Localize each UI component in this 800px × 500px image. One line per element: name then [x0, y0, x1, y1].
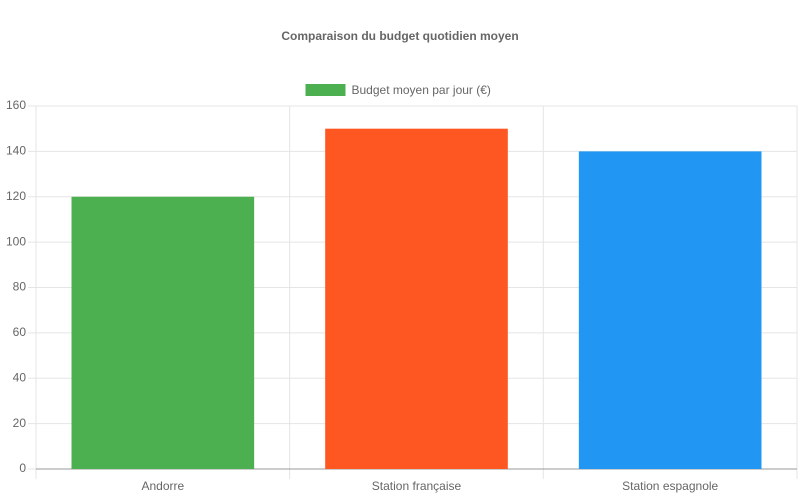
- y-tick-label: 120: [6, 189, 26, 203]
- y-tick-label: 80: [13, 280, 27, 294]
- y-tick-label: 0: [19, 461, 26, 475]
- bar: [578, 151, 762, 469]
- y-tick-label: 140: [6, 144, 26, 158]
- legend-swatch: [305, 84, 346, 96]
- bar: [325, 128, 508, 469]
- chart-title: Comparaison du budget quotidien moyen: [281, 29, 518, 43]
- x-tick-label: Station française: [372, 479, 462, 493]
- y-tick-label: 60: [13, 325, 27, 339]
- x-tick-label: Andorre: [141, 479, 184, 493]
- bar: [71, 196, 255, 469]
- y-tick-label: 100: [6, 234, 26, 248]
- legend-label: Budget moyen par jour (€): [352, 83, 491, 97]
- y-tick-label: 40: [13, 370, 27, 384]
- x-tick-label: Station espagnole: [622, 479, 718, 493]
- y-tick-label: 160: [6, 98, 26, 112]
- y-tick-label: 20: [13, 416, 27, 430]
